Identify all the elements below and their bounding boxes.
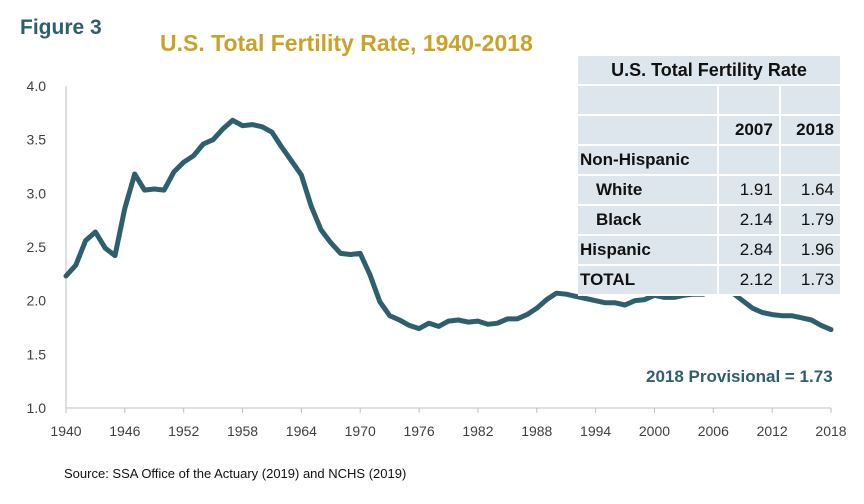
x-tick-label: 1970 — [345, 423, 376, 439]
value-2007: 1.91 — [717, 175, 780, 206]
x-tick-label: 1946 — [109, 423, 140, 439]
x-tick-label: 2018 — [815, 423, 846, 439]
x-tick-label: 1964 — [286, 423, 317, 439]
y-tick-label: 1.0 — [27, 400, 47, 416]
y-tick-label: 3.5 — [27, 132, 47, 148]
x-tick-label: 1982 — [462, 423, 493, 439]
table-blank-cell — [578, 115, 719, 146]
y-tick-label: 4.0 — [27, 78, 47, 94]
x-tick-label: 1988 — [521, 423, 552, 439]
figure-label: Figure 3 — [20, 16, 102, 39]
y-tick-label: 1.5 — [27, 346, 47, 362]
table-title: U.S. Total Fertility Rate — [578, 56, 840, 86]
chart-axes — [65, 86, 831, 409]
source-note: Source: SSA Office of the Actuary (2019)… — [64, 466, 407, 481]
value-2018: 1.79 — [778, 205, 840, 236]
table-row: White 1.91 1.64 — [578, 175, 840, 206]
x-tick-label: 1958 — [227, 423, 258, 439]
chart-ticks: 1.0 1.5 2.0 2.5 3.0 3.5 4.0 1940 1946 1952 1958 196… — [27, 78, 847, 439]
provisional-note: 2018 Provisional = 1.73 — [646, 367, 833, 386]
x-tick-label: 1952 — [168, 423, 199, 439]
table-blank-cell — [778, 85, 840, 116]
table-row: Hispanic 2.84 1.96 — [578, 235, 840, 266]
value-2007: 2.14 — [717, 205, 780, 236]
value-2018: 1.96 — [778, 235, 840, 266]
fertility-rate-table: U.S. Total Fertility Rate 2007 2018 Non-… — [578, 56, 840, 296]
table-blank-cell — [717, 145, 780, 176]
row-label: TOTAL — [578, 265, 719, 296]
row-label: White — [578, 175, 719, 206]
table-blank-cell — [717, 85, 780, 116]
row-label: Black — [578, 205, 719, 236]
table-row: TOTAL 2.12 1.73 — [578, 265, 840, 296]
table-row: Black 2.14 1.79 — [578, 205, 840, 236]
x-tick-label: 2000 — [639, 423, 670, 439]
x-tick-label: 2012 — [757, 423, 788, 439]
value-2007: 2.84 — [717, 235, 780, 266]
y-tick-label: 2.0 — [27, 293, 47, 309]
table-blank-cell — [778, 145, 840, 176]
row-label: Hispanic — [578, 235, 719, 266]
value-2018: 1.73 — [778, 265, 840, 296]
group-label: Non-Hispanic — [578, 145, 719, 176]
x-tick-label: 2006 — [698, 423, 729, 439]
column-header-2007: 2007 — [717, 115, 780, 146]
x-tick-label: 1940 — [50, 423, 81, 439]
y-tick-label: 2.5 — [27, 239, 47, 255]
value-2018: 1.64 — [778, 175, 840, 206]
x-tick-label: 1994 — [580, 423, 611, 439]
column-header-2018: 2018 — [778, 115, 840, 146]
table-blank-cell — [578, 85, 719, 116]
value-2007: 2.12 — [717, 265, 780, 296]
y-tick-label: 3.0 — [27, 185, 47, 201]
chart-title: U.S. Total Fertility Rate, 1940-2018 — [160, 30, 533, 56]
x-tick-label: 1976 — [403, 423, 434, 439]
